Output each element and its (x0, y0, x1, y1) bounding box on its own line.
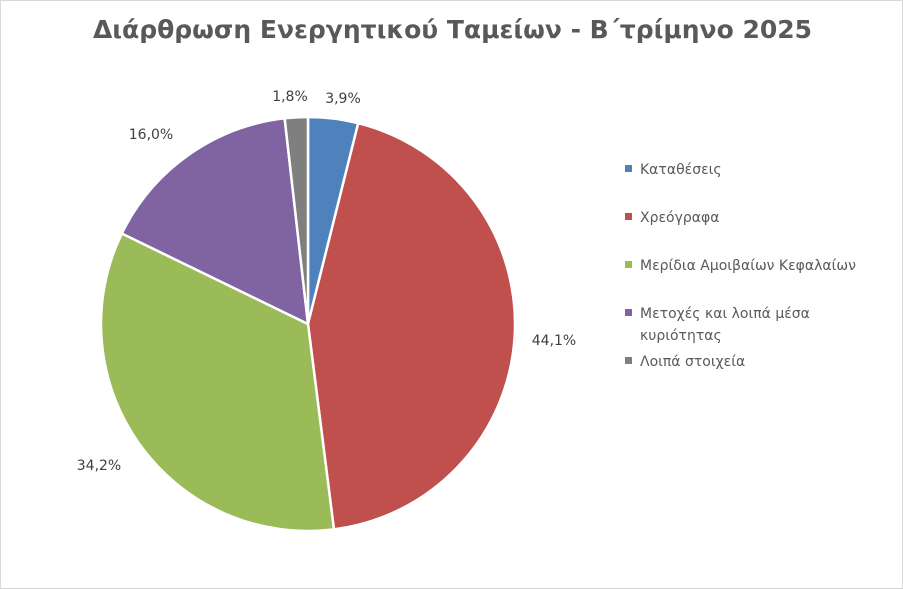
legend-label: Μετοχές και λοιπά μέσα κυριότητας (640, 306, 810, 344)
legend-swatch (625, 357, 632, 364)
legend-swatch (625, 261, 632, 268)
legend-swatch (625, 213, 632, 220)
pie-slice (99, 232, 336, 533)
legend-label: Χρεόγραφα (640, 210, 720, 226)
legend-swatch (625, 309, 632, 316)
pie-slice (283, 115, 310, 326)
data-label: 34,2% (77, 458, 121, 474)
data-label: 1,8% (272, 89, 308, 105)
legend-label: Καταθέσεις (640, 162, 722, 178)
data-label: 16,0% (129, 127, 173, 143)
data-label: 44,1% (532, 333, 576, 349)
legend-label: Μερίδια Αμοιβαίων Κεφαλαίων (640, 258, 856, 274)
pie-slice (120, 117, 310, 326)
data-label: 3,9% (325, 91, 361, 107)
legend-label: Λοιπά στοιχεία (640, 354, 746, 370)
legend-swatch (625, 165, 632, 172)
chart-title: Διάρθρωση Ενεργητικού Ταμείων - Β΄τρίμην… (92, 15, 813, 44)
pie-slice (306, 121, 517, 531)
